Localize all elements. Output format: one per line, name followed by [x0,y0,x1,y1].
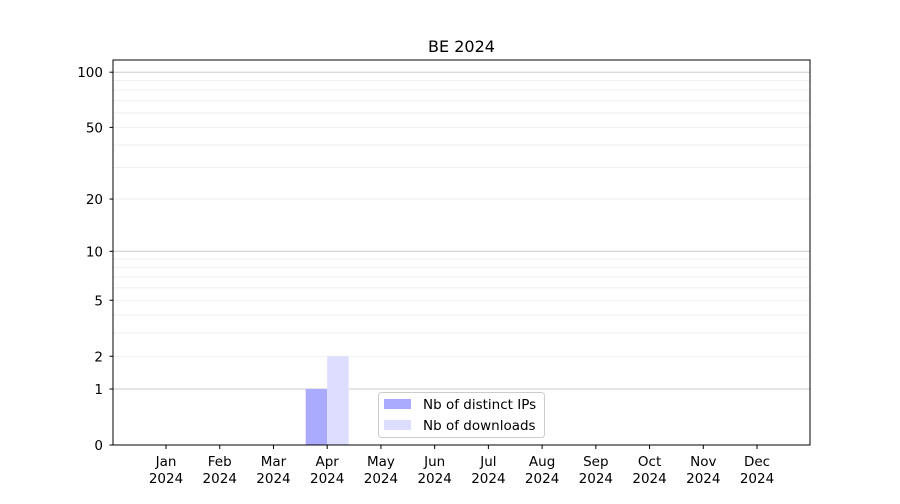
x-tick-label-year: 2024 [740,471,774,487]
legend-box [378,392,545,438]
x-tick-label-month: May [367,454,395,470]
x-tick-label-month: Jun [423,454,445,470]
x-tick-label-year: 2024 [686,471,720,487]
legend-label-downloads: Nb of downloads [423,418,536,434]
x-tick-label-year: 2024 [310,471,344,487]
legend-swatch-ips [384,399,411,409]
x-tick-label-month: Apr [316,454,340,470]
x-tick-label-month: Sep [583,454,608,470]
x-tick-label-month: Dec [744,454,770,470]
x-tick-label-year: 2024 [471,471,505,487]
bar-downloads [327,356,349,445]
y-tick-label: 50 [86,120,103,136]
x-tick-label-month: Nov [690,454,716,470]
y-axis: 0 1 2 5 10 20 50 100 [77,65,113,454]
x-tick-label-year: 2024 [149,471,183,487]
x-tick-label-year: 2024 [364,471,398,487]
y-tick-label: 2 [94,349,103,365]
x-tick-label-year: 2024 [417,471,451,487]
legend: Nb of distinct IPs Nb of downloads [378,392,545,438]
x-tick-label-year: 2024 [256,471,290,487]
grid [113,71,810,390]
x-tick-label-month: Mar [261,454,287,470]
y-tick-label: 0 [94,438,103,454]
x-tick-label-month: Jul [479,454,496,470]
y-tick-label: 1 [94,382,103,398]
chart-title: BE 2024 [428,37,495,56]
y-tick-label: 10 [86,244,103,260]
x-tick-label-year: 2024 [203,471,237,487]
x-tick-label-month: Feb [208,454,232,470]
x-tick-label-month: Jan [155,454,177,470]
x-tick-label-year: 2024 [579,471,613,487]
plot-frame [112,59,811,446]
y-tick-label: 100 [77,65,103,81]
x-tick-label-year: 2024 [525,471,559,487]
x-tick-label-month: Oct [638,454,661,470]
y-tick-label: 20 [86,192,103,208]
bars [305,356,349,445]
bar-ips [305,389,328,445]
x-tick-label-year: 2024 [632,471,666,487]
y-tick-label: 5 [94,293,103,309]
legend-swatch-downloads [384,420,411,430]
x-axis: Jan2024Feb2024Mar2024Apr2024May2024Jun20… [149,445,774,487]
legend-label-ips: Nb of distinct IPs [423,397,536,413]
x-tick-label-month: Aug [529,454,555,470]
